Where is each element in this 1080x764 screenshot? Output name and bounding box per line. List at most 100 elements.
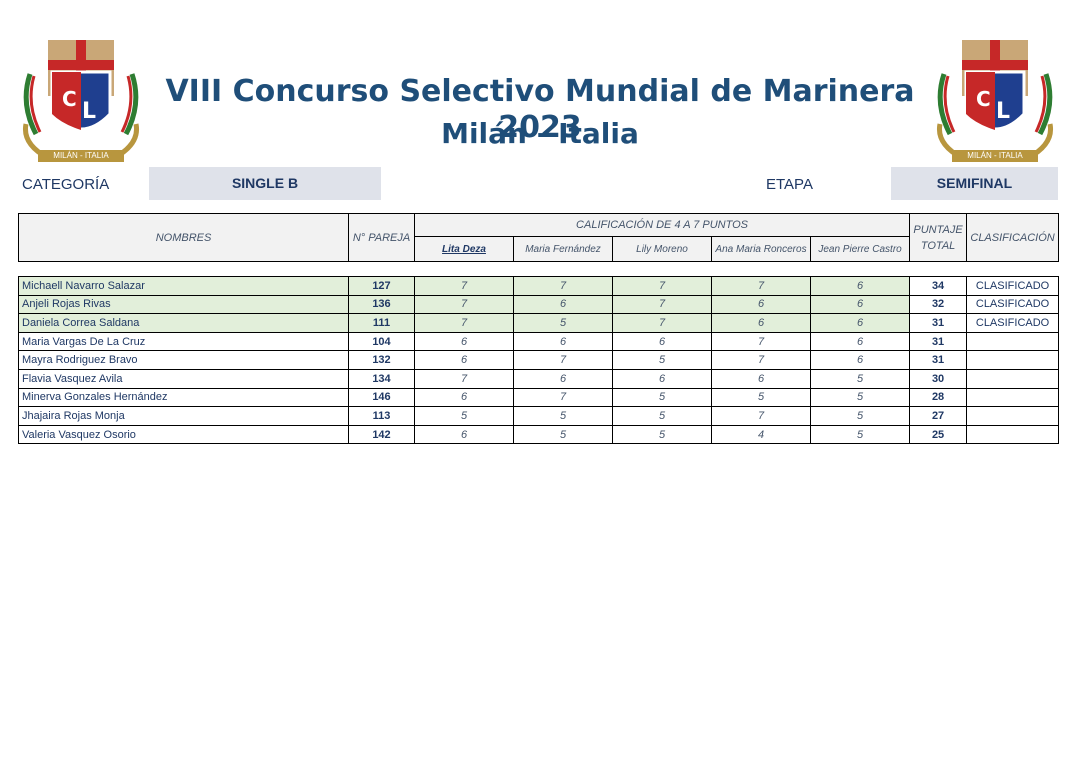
judge-score: 6 bbox=[612, 368, 712, 389]
judge-score: 5 bbox=[711, 387, 811, 408]
pareja-number: 127 bbox=[348, 276, 415, 296]
classification-status: CLASIFICADO bbox=[966, 276, 1060, 296]
judge-score: 6 bbox=[414, 331, 514, 352]
judge-score: 7 bbox=[612, 313, 712, 333]
pareja-number: 146 bbox=[348, 387, 415, 408]
judge-score: 6 bbox=[612, 331, 712, 352]
total-score: 31 bbox=[909, 350, 968, 370]
judge-score: 5 bbox=[809, 406, 911, 426]
col-puntaje-total: PUNTAJE TOTAL bbox=[909, 213, 968, 262]
table-row: Maria Vargas De La Cruz 104 6 6 6 7 6 31 bbox=[18, 331, 1060, 352]
judge-score: 7 bbox=[414, 368, 514, 389]
judge-score: 4 bbox=[711, 424, 811, 445]
participant-name: Daniela Correa Saldana bbox=[18, 313, 349, 333]
participant-name: Michaell Navarro Salazar bbox=[18, 276, 349, 296]
col-calificacion: CALIFICACIÓN DE 4 A 7 PUNTOS bbox=[413, 213, 911, 237]
pareja-number: 142 bbox=[348, 424, 415, 445]
classification-status bbox=[966, 406, 1060, 426]
judge-score: 6 bbox=[513, 331, 613, 352]
judge-score: 6 bbox=[513, 368, 613, 389]
total-score: 34 bbox=[909, 276, 968, 296]
table-row: Anjeli Rojas Rivas 136 7 6 7 6 6 32 CLASIFICADO bbox=[18, 294, 1060, 315]
table-row: Michaell Navarro Salazar 127 7 7 7 7 6 34 CLASIF… bbox=[18, 276, 1060, 296]
svg-text:L: L bbox=[996, 99, 1010, 124]
page-subtitle: Milán - Italia bbox=[441, 117, 639, 150]
logo-caption: MILÁN - ITALIA bbox=[53, 151, 109, 160]
judge-score: 6 bbox=[809, 350, 911, 370]
judge-score: 6 bbox=[711, 368, 811, 389]
judge-score: 5 bbox=[809, 424, 911, 445]
table-row: Daniela Correa Saldana 111 7 5 7 6 6 31 CLASIFIC… bbox=[18, 313, 1060, 333]
total-score: 28 bbox=[909, 387, 968, 408]
judge-score: 5 bbox=[414, 406, 514, 426]
logo-caption: MILÁN - ITALIA bbox=[967, 151, 1023, 160]
total-score: 27 bbox=[909, 406, 968, 426]
etapa-label: ETAPA bbox=[766, 176, 813, 193]
pareja-number: 134 bbox=[348, 368, 415, 389]
participant-name: Maria Vargas De La Cruz bbox=[18, 331, 349, 352]
club-crest-icon: C L bbox=[22, 40, 140, 162]
categoria-value: SINGLE B bbox=[149, 167, 381, 200]
page-title: VIII Concurso Selectivo Mundial de Marin… bbox=[165, 74, 915, 145]
classification-status bbox=[966, 331, 1060, 352]
col-pareja: N° PAREJA bbox=[348, 213, 415, 262]
judge-2: Maria Fernández bbox=[513, 236, 613, 262]
judge-score: 7 bbox=[711, 276, 811, 296]
judge-score: 7 bbox=[513, 276, 613, 296]
pareja-number: 132 bbox=[348, 350, 415, 370]
judge-4: Ana Maria Ronceros bbox=[711, 236, 811, 262]
total-score: 25 bbox=[909, 424, 968, 445]
total-score: 30 bbox=[909, 368, 968, 389]
col-nombres: NOMBRES bbox=[18, 213, 349, 262]
participant-name: Flavia Vasquez Avila bbox=[18, 368, 349, 389]
judge-score: 6 bbox=[414, 424, 514, 445]
judge-score: 7 bbox=[612, 294, 712, 315]
results-body: Michaell Navarro Salazar 127 7 7 7 7 6 34 CLASIF… bbox=[18, 276, 1060, 445]
club-logo-right: C L MILÁN - ITALIA bbox=[932, 34, 1058, 166]
classification-status: CLASIFICADO bbox=[966, 294, 1060, 315]
judge-score: 5 bbox=[612, 350, 712, 370]
spacer-row bbox=[18, 261, 1059, 277]
col-clasificacion: CLASIFICACIÓN bbox=[966, 213, 1060, 262]
participant-name: Mayra Rodriguez Bravo bbox=[18, 350, 349, 370]
classification-status bbox=[966, 368, 1060, 389]
judge-score: 6 bbox=[513, 294, 613, 315]
judge-score: 5 bbox=[809, 387, 911, 408]
col-puntaje-line2: TOTAL bbox=[920, 239, 956, 252]
club-logo-left: C L MILÁN - ITALIA bbox=[18, 34, 144, 166]
table-row: Minerva Gonzales Hernández 146 6 7 5 5 5 28 bbox=[18, 387, 1060, 408]
judge-score: 7 bbox=[612, 276, 712, 296]
judge-score: 5 bbox=[513, 406, 613, 426]
judge-score: 5 bbox=[612, 387, 712, 408]
classification-status bbox=[966, 424, 1060, 445]
judge-score: 7 bbox=[711, 406, 811, 426]
total-score: 31 bbox=[909, 313, 968, 333]
judge-score: 6 bbox=[809, 294, 911, 315]
judge-score: 7 bbox=[513, 350, 613, 370]
pareja-number: 136 bbox=[348, 294, 415, 315]
table-row: Valeria Vasquez Osorio 142 6 5 5 4 5 25 bbox=[18, 424, 1060, 445]
etapa-value: SEMIFINAL bbox=[891, 167, 1058, 200]
total-score: 31 bbox=[909, 331, 968, 352]
participant-name: Jhajaira Rojas Monja bbox=[18, 406, 349, 426]
results-table: NOMBRES N° PAREJA CALIFICACIÓN DE 4 A 7 … bbox=[18, 213, 1060, 445]
participant-name: Minerva Gonzales Hernández bbox=[18, 387, 349, 408]
judge-score: 7 bbox=[711, 331, 811, 352]
judge-3: Lily Moreno bbox=[612, 236, 712, 262]
judge-score: 7 bbox=[414, 313, 514, 333]
judge-score: 5 bbox=[612, 424, 712, 445]
club-crest-icon: C L bbox=[936, 40, 1054, 162]
judge-score: 6 bbox=[711, 313, 811, 333]
judge-score: 5 bbox=[513, 313, 613, 333]
judge-score: 6 bbox=[414, 350, 514, 370]
judge-5: Jean Pierre Castro bbox=[809, 236, 911, 262]
judge-score: 6 bbox=[809, 331, 911, 352]
classification-status bbox=[966, 350, 1060, 370]
judge-1: Lita Deza bbox=[414, 236, 514, 262]
judge-score: 6 bbox=[414, 387, 514, 408]
judge-score: 5 bbox=[513, 424, 613, 445]
table-row: Flavia Vasquez Avila 134 7 6 6 6 5 30 bbox=[18, 368, 1060, 389]
col-puntaje-line1: PUNTAJE bbox=[913, 223, 963, 236]
judge-score: 7 bbox=[711, 350, 811, 370]
judge-score: 6 bbox=[809, 313, 911, 333]
